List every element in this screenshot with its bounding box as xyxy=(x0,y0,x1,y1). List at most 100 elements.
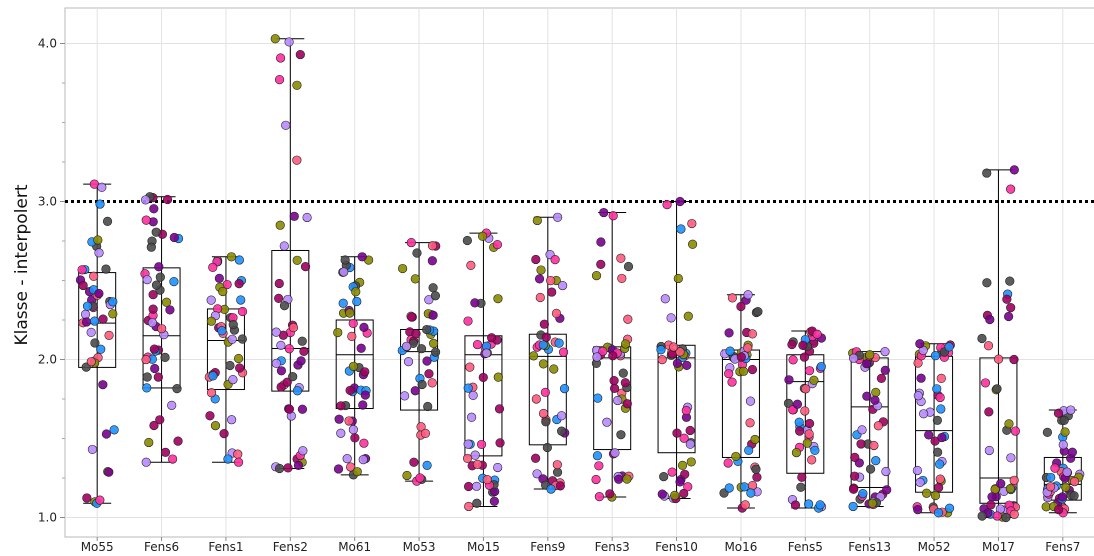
data-point xyxy=(535,292,545,303)
data-point xyxy=(727,377,737,387)
data-point xyxy=(478,372,488,383)
data-point xyxy=(292,386,303,396)
data-point xyxy=(1010,426,1021,436)
data-point xyxy=(165,305,175,315)
data-point xyxy=(482,475,492,485)
data-point xyxy=(494,404,505,414)
data-point xyxy=(422,356,432,366)
data-point xyxy=(725,346,735,356)
data-point xyxy=(622,474,632,484)
data-point xyxy=(804,429,814,439)
data-point xyxy=(985,314,995,325)
data-point xyxy=(288,322,299,333)
data-point xyxy=(620,339,631,349)
data-point xyxy=(149,204,159,214)
data-point xyxy=(800,406,810,416)
data-point xyxy=(848,501,858,512)
data-point xyxy=(142,275,152,285)
data-point xyxy=(933,447,943,457)
data-point xyxy=(984,407,994,417)
data-point xyxy=(558,280,568,291)
data-point xyxy=(342,454,352,464)
data-point xyxy=(233,449,243,459)
data-point xyxy=(609,376,619,386)
data-point xyxy=(736,352,746,362)
data-point xyxy=(1004,419,1014,429)
data-point xyxy=(784,375,794,385)
data-point xyxy=(333,327,343,338)
data-point xyxy=(881,466,891,477)
data-point xyxy=(470,298,480,308)
data-point xyxy=(97,182,107,192)
data-point xyxy=(672,358,683,368)
data-point xyxy=(481,348,492,358)
data-point xyxy=(148,304,158,314)
data-point xyxy=(234,255,244,265)
data-point xyxy=(657,355,667,365)
data-point xyxy=(236,295,246,305)
data-point xyxy=(297,336,307,346)
y-tick-label: 2.0 xyxy=(38,353,57,367)
data-point xyxy=(982,168,992,178)
data-point xyxy=(675,347,685,357)
data-point xyxy=(592,352,602,362)
data-point xyxy=(682,360,692,371)
data-point xyxy=(916,373,926,383)
data-point xyxy=(687,218,697,229)
data-point xyxy=(162,194,173,205)
data-point xyxy=(862,359,872,369)
data-point xyxy=(724,483,734,493)
data-point xyxy=(407,312,417,322)
data-point xyxy=(95,495,105,505)
data-point xyxy=(747,329,758,339)
data-point xyxy=(210,421,221,431)
data-point xyxy=(225,360,235,371)
data-point xyxy=(348,425,358,435)
data-point xyxy=(409,457,419,467)
data-point xyxy=(541,332,551,342)
data-point xyxy=(151,280,162,290)
data-point xyxy=(532,215,542,226)
data-point xyxy=(1058,440,1068,450)
data-point xyxy=(530,453,541,463)
data-point xyxy=(1045,482,1056,492)
data-point xyxy=(462,453,473,464)
data-point xyxy=(219,429,229,439)
data-point xyxy=(270,34,280,44)
data-point xyxy=(351,287,361,297)
data-point xyxy=(743,343,753,353)
data-point xyxy=(727,293,738,303)
data-point xyxy=(420,428,431,438)
x-tick-label: Mo52 xyxy=(918,540,951,554)
data-point xyxy=(295,49,305,60)
data-point xyxy=(292,155,302,165)
data-point xyxy=(1001,512,1011,523)
box xyxy=(78,272,117,368)
data-point xyxy=(237,334,247,344)
data-point xyxy=(89,316,100,326)
data-point xyxy=(493,372,503,382)
data-point xyxy=(848,353,859,363)
data-point xyxy=(736,301,746,312)
data-point xyxy=(679,488,689,499)
data-point xyxy=(876,373,887,383)
data-point xyxy=(812,329,822,339)
data-point xyxy=(427,241,438,251)
data-point xyxy=(87,444,97,455)
data-point xyxy=(862,391,872,401)
data-point xyxy=(298,446,308,456)
data-point xyxy=(77,265,87,275)
data-point xyxy=(108,297,118,307)
data-point xyxy=(738,366,749,376)
data-point xyxy=(160,447,171,457)
data-point xyxy=(602,417,612,427)
data-point xyxy=(556,411,567,421)
data-point xyxy=(913,505,923,515)
data-point xyxy=(430,347,441,357)
data-point xyxy=(428,283,438,293)
data-point xyxy=(78,280,88,291)
data-point xyxy=(359,438,369,448)
data-point xyxy=(809,375,819,385)
data-point xyxy=(551,308,562,318)
data-point xyxy=(614,474,624,484)
